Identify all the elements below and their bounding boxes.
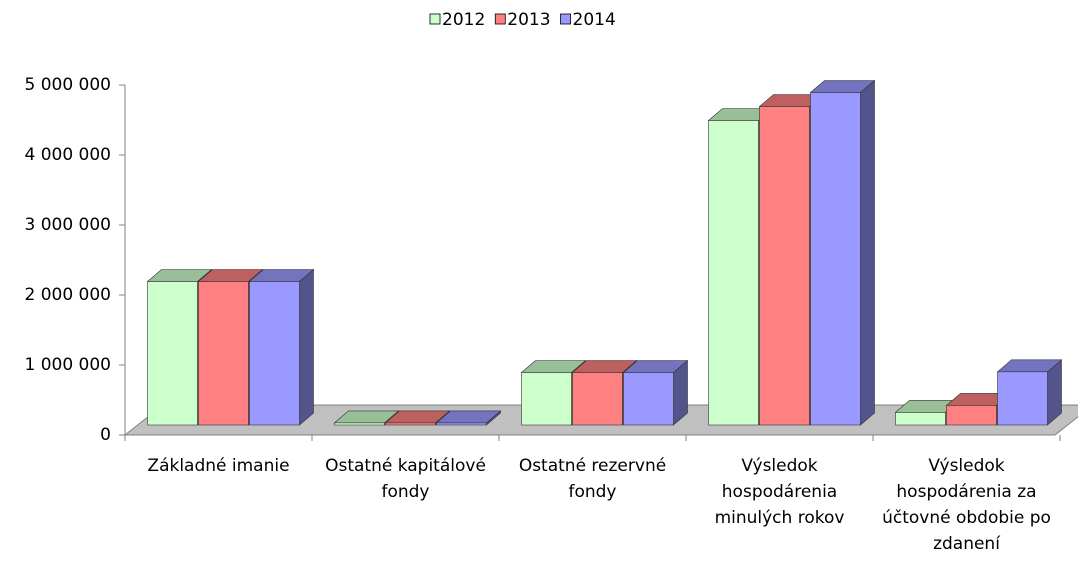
bar (759, 106, 810, 426)
bar (198, 281, 249, 426)
y-tick-label: 0 (100, 425, 111, 445)
y-tick-label: 1 000 000 (24, 355, 111, 375)
legend-swatch (560, 13, 571, 25)
bar-side (860, 79, 875, 426)
y-tick-label: 4 000 000 (24, 145, 111, 165)
bar (521, 372, 572, 426)
bar (810, 92, 861, 426)
x-tick-label: Výsledok hospodárenia minulých rokov (714, 456, 845, 528)
bar (623, 372, 674, 426)
bar (708, 120, 759, 426)
x-tick-label: Základné imanie (147, 456, 290, 476)
bar (895, 412, 946, 426)
bar (249, 281, 300, 426)
legend-swatch (494, 13, 506, 25)
legend-label: 2014 (573, 10, 616, 30)
x-tick-label: Ostatné kapitálové fondy (325, 456, 486, 502)
x-tick-label: Ostatné rezervné fondy (518, 456, 667, 502)
bar-side (299, 268, 314, 426)
y-tick-label: 5 000 000 (24, 75, 111, 95)
bar (147, 281, 198, 426)
bar (334, 422, 385, 426)
bar (946, 405, 997, 426)
bar (436, 422, 487, 426)
y-tick-label: 3 000 000 (24, 215, 111, 235)
bar (385, 422, 436, 426)
x-tick-label: Výsledok hospodárenia za účtovné obdobie… (882, 456, 1051, 554)
y-tick-label: 2 000 000 (24, 285, 111, 305)
bar (997, 371, 1048, 426)
legend-label: 2012 (442, 10, 485, 30)
bar (572, 372, 623, 426)
legend-label: 2013 (507, 10, 550, 30)
legend-swatch (429, 13, 441, 25)
